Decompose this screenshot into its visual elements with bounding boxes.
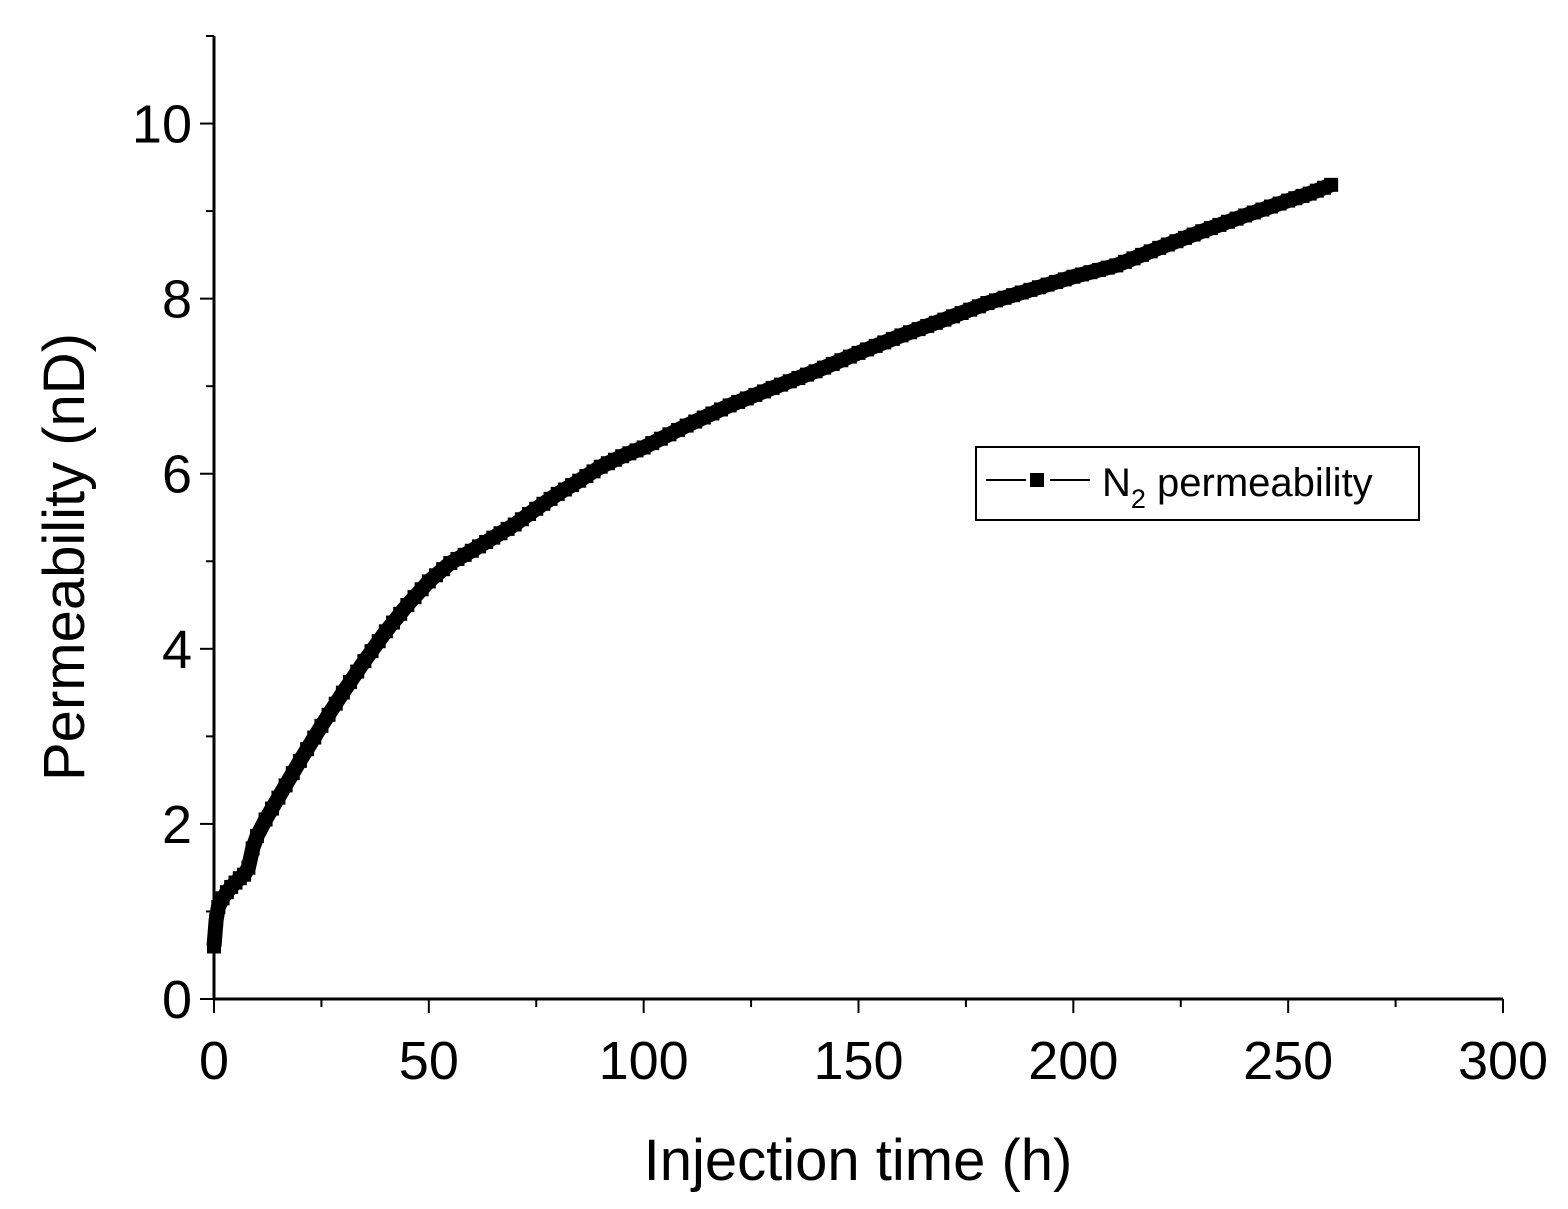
legend-marker (1030, 473, 1044, 487)
data-point (209, 913, 224, 928)
data-point (292, 753, 307, 768)
data-point (249, 829, 264, 844)
x-axis-title: Injection time (h) (644, 1128, 1073, 1193)
data-point (300, 742, 315, 757)
legend-label-main: N (1102, 461, 1131, 505)
series-line (206, 177, 1334, 948)
data-point (241, 860, 256, 875)
legend: N2 permeability (975, 446, 1420, 521)
data-point (207, 939, 221, 954)
data-point (350, 664, 365, 679)
y-tick-label: 8 (162, 270, 192, 330)
data-point (278, 778, 293, 793)
legend-label-subscript: 2 (1131, 484, 1146, 514)
x-tick-label: 150 (813, 1031, 903, 1091)
x-tick-label: 200 (1028, 1031, 1118, 1091)
series-layer (206, 177, 1339, 954)
data-point (245, 841, 260, 856)
y-tick-label: 6 (162, 445, 192, 505)
data-point (258, 812, 273, 827)
data-point (265, 801, 280, 816)
x-tick-label: 0 (199, 1031, 229, 1091)
data-point (314, 718, 329, 733)
x-tick-label: 50 (399, 1031, 459, 1091)
x-tick-label: 300 (1458, 1031, 1548, 1091)
data-point (307, 730, 322, 745)
data-point (343, 675, 358, 690)
legend-frame (975, 446, 1420, 521)
y-axis-title: Permeability (nD) (32, 333, 97, 781)
legend-label: N2 permeability (1102, 461, 1373, 514)
y-tick-label: 4 (162, 620, 192, 680)
x-tick-label: 250 (1243, 1031, 1333, 1091)
y-tick-label: 10 (132, 95, 192, 155)
y-tick-label: 0 (162, 970, 192, 1030)
legend-label-rest: permeability (1146, 461, 1373, 505)
data-point (285, 766, 300, 781)
data-point (335, 685, 350, 700)
x-tick-label: 100 (599, 1031, 689, 1091)
data-point (321, 707, 336, 722)
data-point (1324, 177, 1339, 192)
data-point (271, 790, 286, 805)
y-tick-label: 2 (162, 795, 192, 855)
data-point (328, 696, 343, 711)
